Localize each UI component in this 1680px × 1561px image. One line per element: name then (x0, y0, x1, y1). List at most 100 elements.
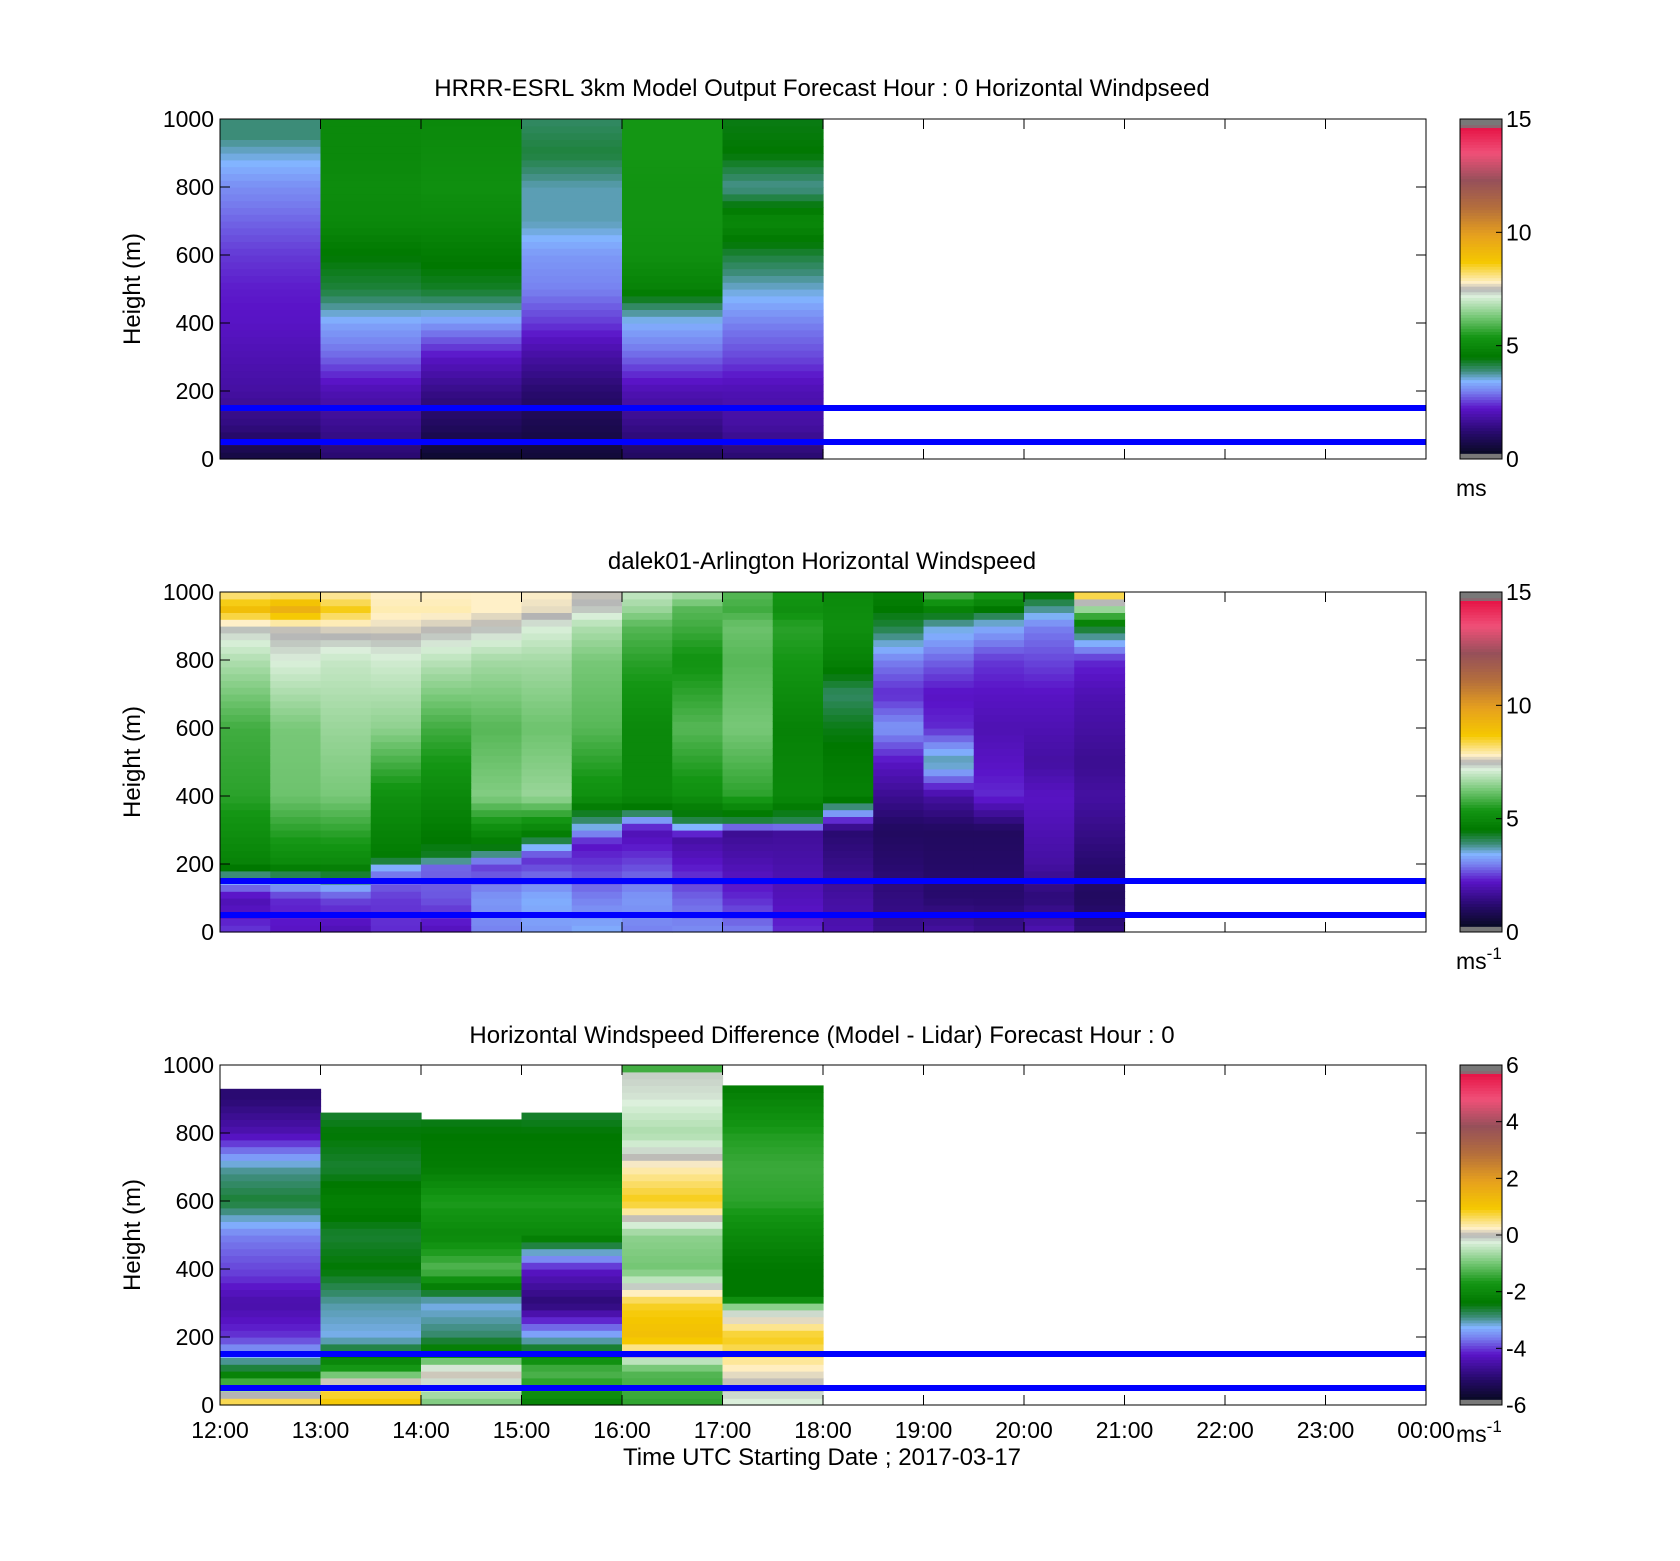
heatmap-cell (672, 904, 724, 913)
heatmap-cell (672, 796, 724, 804)
heatmap-cell (320, 173, 422, 181)
colorbar-swatch (1460, 1305, 1502, 1310)
heatmap-cell (1024, 864, 1075, 872)
heatmap-cell (722, 1316, 824, 1324)
heatmap-cell (672, 816, 724, 824)
heatmap-cell (220, 309, 322, 317)
heatmap-cell (823, 816, 874, 824)
colorbar-swatch (1460, 1325, 1502, 1329)
heatmap-cell (973, 592, 1025, 600)
colorbar-swatch (1460, 1300, 1502, 1304)
heatmap-cell (622, 261, 724, 270)
heatmap-cell (521, 605, 573, 613)
heatmap-cell (923, 592, 975, 600)
heatmap-cell (320, 370, 422, 378)
heatmap-cell (873, 660, 925, 668)
colorbar-swatch (1460, 770, 1502, 774)
heatmap-cell (370, 653, 422, 661)
heatmap-cell (672, 836, 724, 845)
heatmap-cell (1074, 762, 1126, 770)
heatmap-cell (220, 329, 322, 338)
heatmap-cell (772, 646, 824, 654)
heatmap-cell (923, 626, 975, 634)
heatmap-cell (421, 377, 523, 385)
heatmap-cell (722, 1228, 824, 1236)
heatmap-cell (722, 302, 824, 310)
heatmap-cell (722, 1296, 824, 1304)
heatmap-cell (722, 377, 824, 385)
colorbar-swatch (1460, 759, 1502, 763)
heatmap-cell (320, 1357, 422, 1365)
colorbar-swatch (1460, 1331, 1502, 1335)
heatmap-cell (421, 782, 472, 790)
heatmap-cell (571, 700, 623, 709)
heatmap-cell (320, 728, 372, 736)
colorbar-swatch (1460, 620, 1502, 624)
colorbar-swatch (1460, 787, 1502, 791)
colorbar-swatch (1460, 170, 1502, 174)
heatmap-cell (923, 830, 975, 838)
heatmap-cell (320, 1323, 422, 1331)
colorbar-swatch (1460, 164, 1502, 168)
heatmap-cell (823, 836, 874, 845)
heatmap-cell (923, 898, 975, 906)
heatmap-cell (220, 870, 271, 879)
heatmap-cell (270, 768, 322, 777)
heatmap-cell (220, 721, 271, 729)
colorbar-swatch (1460, 903, 1502, 907)
heatmap-cell (722, 1133, 824, 1141)
colorbar-swatch (1460, 926, 1502, 930)
colorbar-swatch (1460, 696, 1502, 701)
heatmap-cell (521, 768, 573, 777)
heatmap-cell (873, 782, 925, 790)
heatmap-cell (471, 768, 523, 777)
colorbar-swatch (1460, 181, 1502, 185)
colorbar-unit: ms-1 (1456, 1417, 1502, 1447)
heatmap-cell (923, 768, 975, 777)
heatmap-cell (521, 850, 573, 858)
colorbar-swatch (1460, 1167, 1502, 1171)
heatmap-cell (622, 850, 673, 858)
colorbar-swatch (1460, 444, 1502, 449)
heatmap-cell (1024, 796, 1075, 804)
heatmap-cell (672, 700, 724, 709)
heatmap-cell (320, 214, 422, 222)
y-tick-label: 1000 (163, 1052, 214, 1078)
heatmap-cell (973, 775, 1025, 783)
heatmap-cell (622, 1371, 724, 1379)
heatmap-cell (571, 619, 623, 627)
heatmap-cell (220, 1146, 322, 1154)
heatmap-cell (421, 431, 523, 440)
heatmap-cell (722, 1377, 824, 1386)
heatmap-cell (973, 707, 1025, 715)
colorbar-swatch (1460, 1345, 1502, 1349)
heatmap-cell (421, 653, 472, 661)
heatmap-cell (622, 1119, 724, 1127)
heatmap-cell (521, 357, 623, 365)
heatmap-cell (220, 789, 271, 797)
heatmap-cell (772, 605, 824, 613)
heatmap-cell (772, 884, 824, 892)
heatmap-cell (421, 687, 472, 695)
heatmap-cell (622, 146, 724, 154)
heatmap-cell (270, 741, 322, 749)
heatmap-cell (722, 363, 824, 372)
heatmap-cell (973, 673, 1025, 681)
colorbar-swatch (1460, 1373, 1502, 1378)
heatmap-cell (772, 755, 824, 763)
heatmap-cell (220, 1377, 322, 1386)
heatmap-cell (421, 268, 523, 276)
heatmap-cell (521, 159, 623, 168)
heatmap-cell (722, 1303, 824, 1311)
colorbar-swatch (1460, 872, 1502, 876)
heatmap-cell (722, 1391, 824, 1399)
heatmap-cell (923, 789, 975, 797)
heatmap-cell (622, 268, 724, 276)
heatmap-cell (873, 666, 925, 675)
colorbar-swatch (1460, 929, 1502, 933)
heatmap-cell (722, 1221, 824, 1229)
colorbar-swatch (1460, 827, 1502, 831)
heatmap-cell (823, 714, 874, 722)
heatmap-cell (873, 768, 925, 777)
heatmap-cell (521, 802, 573, 811)
